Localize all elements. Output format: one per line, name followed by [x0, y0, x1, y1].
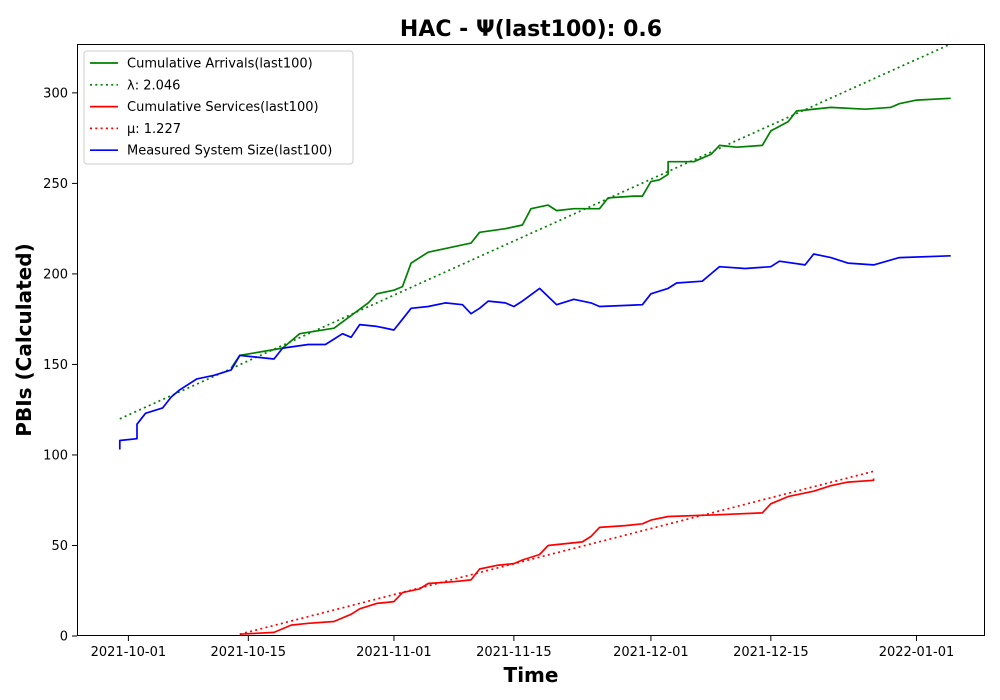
plot-area: [118, 44, 952, 636]
legend-box: [83, 50, 354, 165]
y-tick-label: 50: [51, 539, 68, 554]
axis-ticks: 2021-10-01 2021-10-15 2021-11-01 2021-11-15…: [43, 86, 954, 660]
legend-label: λ: 2.046: [127, 78, 180, 93]
legend: Cumulative Arrivals(last100) λ: 2.046 Cumu…: [83, 50, 354, 165]
x-tick-label: 2021-11-01: [356, 645, 432, 660]
y-tick-label: 0: [60, 630, 68, 645]
chart-title: HAC - Ψ(last100): 0.6: [400, 17, 662, 42]
series-line-0: [230, 97, 951, 369]
y-tick-label: 200: [43, 267, 68, 282]
x-tick-label: 2021-10-15: [211, 645, 287, 660]
y-tick-label: 150: [43, 358, 68, 373]
x-tick-label: 2022-01-01: [879, 645, 955, 660]
legend-label: μ: 1.227: [127, 122, 181, 137]
series-line-1: [119, 44, 952, 420]
series-line-4: [118, 253, 951, 450]
x-tick-label: 2021-11-15: [476, 645, 552, 660]
y-tick-label: 300: [43, 86, 68, 101]
legend-label: Measured System Size(last100): [127, 144, 332, 159]
y-tick-label: 250: [43, 177, 68, 192]
x-tick-label: 2021-12-01: [613, 645, 689, 660]
x-axis-label: Time: [504, 663, 559, 687]
x-tick-label: 2021-10-01: [91, 645, 167, 660]
legend-label: Cumulative Services(last100): [127, 100, 319, 115]
y-axis-label: PBIs (Calculated): [12, 243, 36, 436]
legend-label: Cumulative Arrivals(last100): [127, 57, 313, 72]
x-tick-label: 2021-12-15: [733, 645, 809, 660]
y-tick-label: 100: [43, 448, 68, 463]
plot-frame: [77, 44, 985, 636]
